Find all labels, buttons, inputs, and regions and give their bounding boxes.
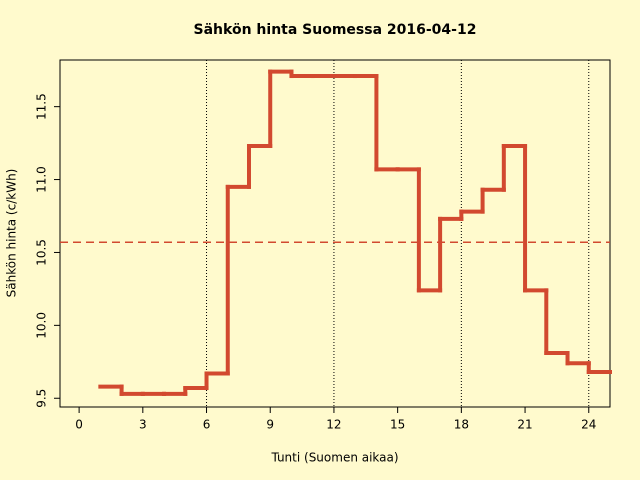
plot-frame [59, 59, 611, 408]
y-tick-label: 11.5 [35, 93, 49, 120]
x-tick-label: 15 [390, 418, 405, 432]
x-tick-label: 6 [203, 418, 211, 432]
x-tick-label: 0 [75, 418, 83, 432]
y-tick-label: 9.5 [35, 389, 49, 408]
x-tick-label: 12 [326, 418, 341, 432]
x-tick-label: 9 [266, 418, 274, 432]
x-tick-label: 18 [454, 418, 469, 432]
y-axis-label: Sähkön hinta (c/kWh) [5, 169, 19, 298]
y-tick-label: 11.0 [35, 166, 49, 193]
chart-title: Sähkön hinta Suomessa 2016-04-12 [194, 22, 477, 38]
x-tick-label: 3 [139, 418, 147, 432]
y-tick-label: 10.0 [35, 312, 49, 339]
y-tick-label: 10.5 [35, 239, 49, 266]
x-tick-label: 24 [581, 418, 596, 432]
x-tick-label: 21 [517, 418, 532, 432]
x-axis-label: Tunti (Suomen aikaa) [270, 451, 398, 465]
